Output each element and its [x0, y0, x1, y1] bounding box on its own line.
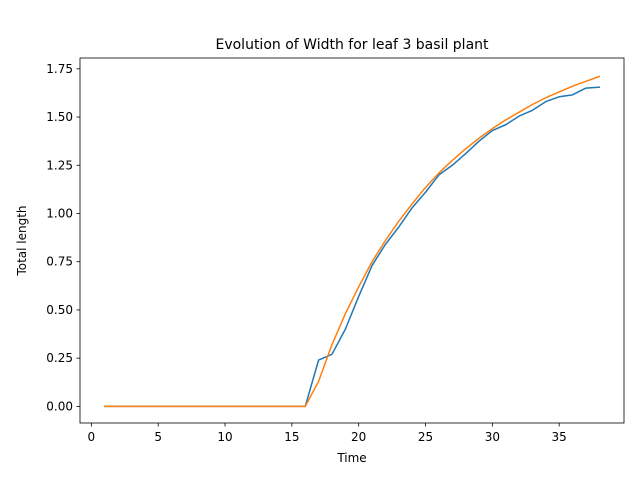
x-tick-label: 0	[88, 430, 96, 444]
x-tick-label: 35	[552, 430, 567, 444]
x-tick-label: 10	[217, 430, 232, 444]
y-axis-ticks: 0.00 0.25 0.50 0.75 1.00 1.25 1.50 1.75	[46, 62, 80, 413]
y-tick-label: 1.00	[46, 206, 73, 220]
y-tick-label: 1.75	[46, 62, 73, 76]
plot-area	[103, 75, 601, 408]
x-tick-label: 25	[418, 430, 433, 444]
y-tick-label: 0.75	[46, 255, 73, 269]
y-tick-label: 1.25	[46, 158, 73, 172]
series-line-2	[103, 75, 601, 408]
x-tick-label: 5	[154, 430, 162, 444]
x-tick-label: 30	[485, 430, 500, 444]
y-tick-label: 0.25	[46, 351, 73, 365]
x-tick-label: 15	[284, 430, 299, 444]
y-tick-label: 0.00	[46, 399, 73, 413]
x-axis-ticks: 0 5 10 15 20 25 30 35	[88, 423, 567, 444]
y-tick-label: 1.50	[46, 110, 73, 124]
chart-title: Evolution of Width for leaf 3 basil plan…	[215, 37, 489, 53]
y-tick-label: 0.50	[46, 303, 73, 317]
x-axis-label: Time	[336, 451, 366, 465]
y-axis-label: Total length	[15, 205, 29, 276]
axes-frame	[79, 57, 625, 424]
x-tick-label: 20	[351, 430, 366, 444]
